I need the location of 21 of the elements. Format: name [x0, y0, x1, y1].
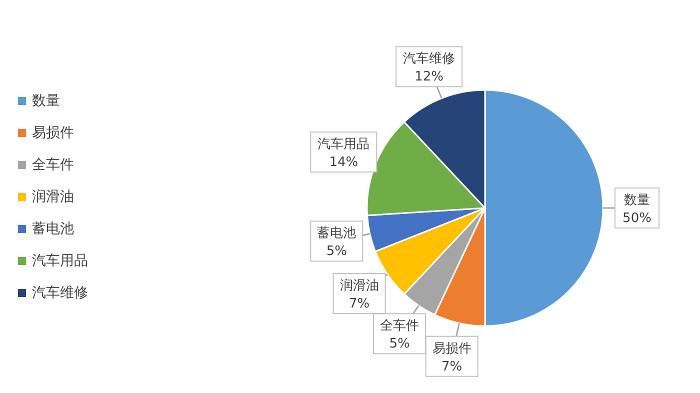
slice-label: 汽车用品 — [318, 137, 370, 152]
legend-label: 汽车维修 — [32, 284, 88, 302]
data-label: 7% — [442, 359, 462, 374]
data-label: 50% — [622, 211, 652, 226]
data-label: 14% — [329, 155, 358, 170]
data-label: 5% — [389, 336, 410, 352]
data-label: 7% — [348, 296, 370, 312]
slice-label: 易损件 — [432, 341, 472, 356]
slice-label: 汽车维修 — [403, 52, 456, 67]
slice-label: 数量 — [624, 193, 650, 208]
legend-label: 数量 — [32, 92, 60, 110]
slice-label: 润滑油 — [340, 278, 379, 294]
slice-label: 蓄电池 — [317, 226, 356, 242]
legend-label: 汽车用品 — [32, 252, 88, 270]
data-label: 5% — [326, 244, 347, 260]
slice-label: 全车件 — [380, 318, 420, 334]
legend-label: 蓄电池 — [32, 220, 74, 238]
data-label: 12% — [414, 70, 444, 85]
legend-label: 全车件 — [32, 156, 74, 174]
legend-label: 润滑油 — [32, 188, 74, 206]
legend-label: 易损件 — [32, 124, 74, 142]
